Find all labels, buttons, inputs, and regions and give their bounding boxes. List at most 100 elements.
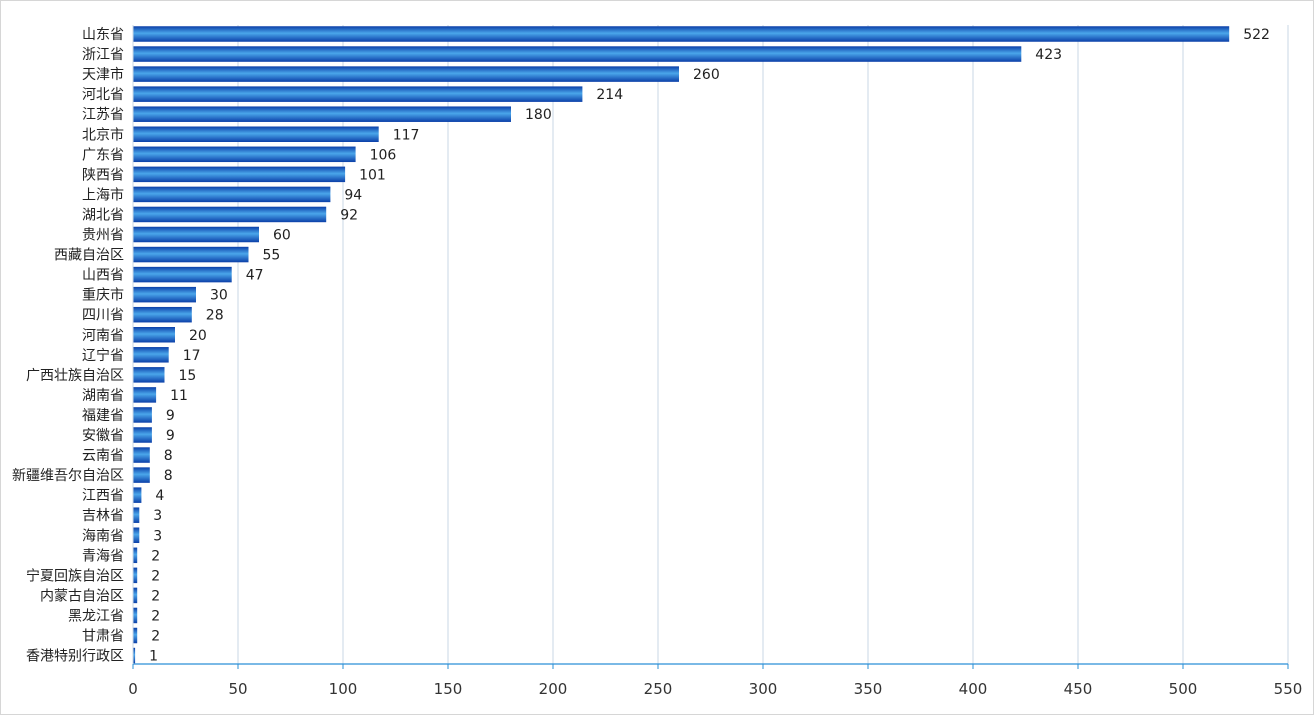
data-label: 2 — [151, 588, 160, 604]
x-tick-label: 450 — [1064, 680, 1093, 698]
bar — [133, 266, 232, 283]
category-label: 江西省 — [82, 488, 124, 504]
data-label: 4 — [155, 488, 164, 504]
category-label: 香港特别行政区 — [26, 649, 124, 665]
data-label: 106 — [370, 147, 397, 163]
bar — [133, 46, 1022, 62]
x-tick-label: 550 — [1274, 680, 1303, 698]
data-label: 94 — [344, 187, 362, 203]
bar — [133, 306, 192, 323]
bar — [133, 547, 138, 564]
data-label: 92 — [340, 207, 358, 223]
bar — [133, 286, 196, 303]
bar — [133, 347, 169, 363]
category-label: 广西壮族自治区 — [26, 368, 124, 384]
x-tick-label: 400 — [959, 680, 988, 698]
data-label: 101 — [359, 167, 386, 183]
value-labels: 5224232602141801171061019492605547302820… — [149, 27, 1270, 665]
data-label: 8 — [164, 448, 173, 464]
data-label: 1 — [149, 649, 158, 665]
category-label: 上海市 — [82, 186, 124, 203]
data-label: 180 — [525, 107, 552, 123]
category-label: 青海省 — [82, 548, 124, 564]
bar — [133, 86, 583, 102]
category-label: 重庆市 — [82, 287, 124, 304]
x-tick-label: 100 — [329, 680, 358, 698]
data-label: 117 — [393, 127, 420, 143]
category-label: 山西省 — [82, 268, 124, 284]
x-tick-label: 150 — [434, 680, 463, 698]
data-label: 3 — [153, 508, 162, 524]
data-label: 423 — [1035, 47, 1062, 63]
bar — [133, 206, 327, 223]
category-label: 湖南省 — [82, 388, 124, 404]
bar — [133, 66, 679, 82]
x-tick-label: 500 — [1169, 680, 1198, 698]
bar — [133, 407, 152, 423]
category-label: 安徽省 — [82, 428, 124, 444]
bar — [133, 146, 356, 163]
category-label: 广东省 — [82, 147, 124, 163]
category-label: 宁夏回族自治区 — [26, 567, 124, 584]
bar — [133, 647, 136, 664]
x-axis: 0 50 100 150 200 250 300 350 400 450 500 550 — [128, 25, 1302, 698]
bar — [133, 487, 142, 503]
category-label: 福建省 — [82, 408, 124, 424]
x-tick-label: 300 — [749, 680, 778, 698]
bar — [133, 567, 138, 584]
x-tick-label: 200 — [539, 680, 568, 698]
x-tick-label: 0 — [128, 680, 138, 698]
data-label: 17 — [183, 348, 201, 364]
data-label: 522 — [1243, 27, 1270, 43]
category-label: 浙江省 — [82, 47, 124, 63]
bar — [133, 367, 165, 383]
bars — [133, 26, 1230, 664]
bar — [133, 327, 175, 343]
x-tick-label: 250 — [644, 680, 673, 698]
bar — [133, 607, 138, 624]
category-label: 河南省 — [82, 328, 124, 344]
category-label: 辽宁省 — [82, 347, 124, 364]
category-label: 贵州省 — [82, 228, 124, 244]
x-tick-label: 350 — [854, 680, 883, 698]
data-label: 47 — [246, 268, 264, 284]
category-label: 湖北省 — [82, 207, 124, 223]
data-label: 9 — [166, 428, 175, 444]
category-label: 江苏省 — [82, 107, 124, 123]
data-label: 260 — [693, 67, 720, 83]
bar — [133, 106, 511, 122]
x-tick-label: 50 — [228, 680, 247, 698]
bar — [133, 447, 150, 463]
data-label: 20 — [189, 328, 207, 344]
category-label: 新疆维吾尔自治区 — [12, 468, 124, 484]
data-label: 3 — [153, 528, 162, 544]
category-label: 天津市 — [82, 66, 124, 83]
data-label: 2 — [151, 629, 160, 645]
bar — [133, 627, 138, 644]
bar — [133, 226, 259, 243]
data-label: 15 — [179, 368, 197, 384]
data-label: 8 — [164, 468, 173, 484]
data-label: 28 — [206, 308, 224, 324]
category-label: 陕西省 — [82, 167, 124, 183]
data-label: 11 — [170, 388, 188, 404]
bar — [133, 26, 1230, 42]
category-label: 河北省 — [82, 87, 124, 103]
data-label: 2 — [151, 548, 160, 564]
category-label: 吉林省 — [82, 508, 124, 524]
data-label: 2 — [151, 608, 160, 624]
category-label: 甘肃省 — [82, 629, 124, 645]
category-labels: 山东省浙江省天津市河北省江苏省北京市广东省陕西省上海市湖北省贵州省西藏自治区山西… — [12, 27, 124, 665]
bar — [133, 246, 249, 263]
data-label: 55 — [263, 248, 281, 264]
category-label: 北京市 — [82, 126, 124, 143]
bar — [133, 126, 379, 142]
category-label: 黑龙江省 — [68, 608, 124, 624]
category-label: 海南省 — [82, 528, 124, 544]
bar — [133, 387, 157, 403]
data-label: 9 — [166, 408, 175, 424]
category-label: 西藏自治区 — [54, 248, 124, 264]
data-label: 30 — [210, 288, 228, 304]
bar — [133, 166, 346, 183]
